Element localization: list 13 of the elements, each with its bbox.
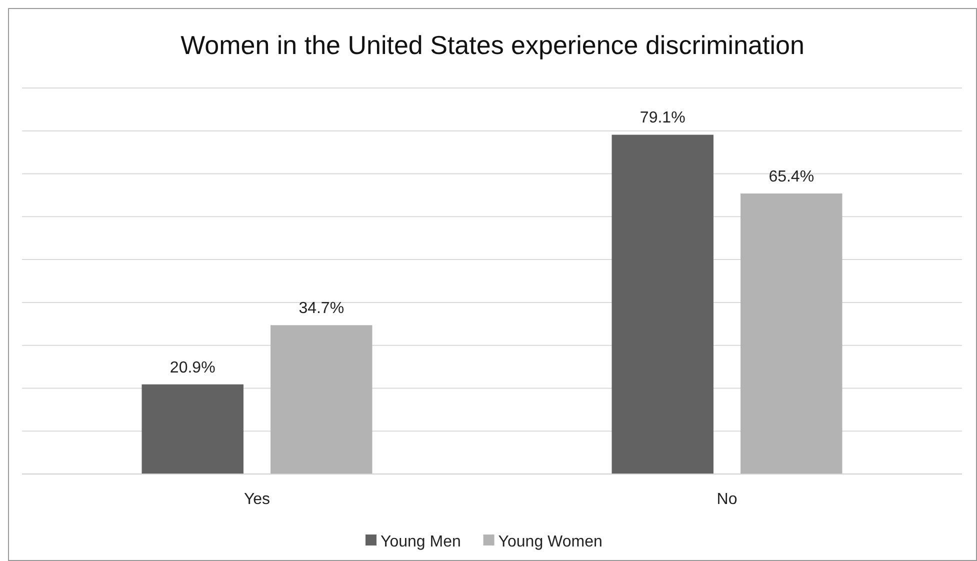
data-label: 34.7% — [298, 300, 344, 318]
bar — [612, 134, 714, 474]
x-tick-label: Yes — [244, 491, 270, 508]
bar — [270, 325, 372, 474]
legend-label: Young Men — [380, 534, 461, 551]
legend-label: Young Women — [498, 534, 602, 551]
data-label: 65.4% — [768, 168, 814, 186]
data-label: 79.1% — [640, 110, 686, 127]
x-tick-label: No — [716, 491, 738, 508]
bar — [740, 194, 842, 474]
bar — [142, 384, 244, 474]
data-label: 20.9% — [170, 359, 216, 376]
chart-title: Women in the United States experience discrimination — [180, 30, 804, 60]
